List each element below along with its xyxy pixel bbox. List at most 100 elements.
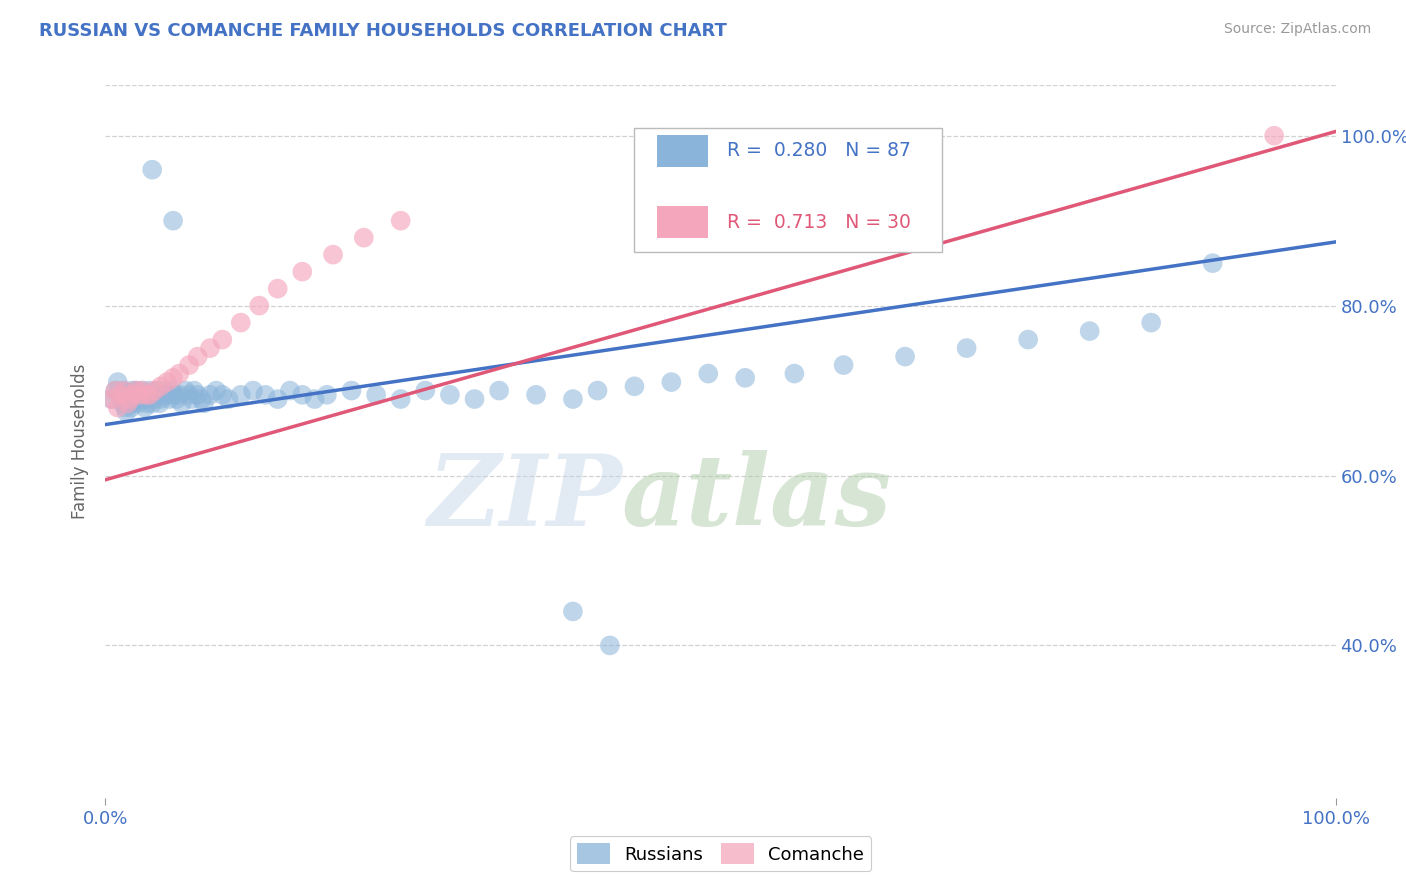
Point bbox=[159, 392, 180, 406]
Point bbox=[169, 367, 191, 381]
Point bbox=[110, 388, 132, 402]
Point bbox=[198, 341, 221, 355]
Point bbox=[138, 388, 162, 402]
Point bbox=[120, 392, 141, 406]
Point bbox=[488, 384, 510, 398]
Point bbox=[180, 392, 202, 406]
Point bbox=[121, 384, 143, 398]
Point bbox=[254, 388, 277, 402]
Point bbox=[315, 388, 337, 402]
Point bbox=[1202, 256, 1225, 270]
Text: Source: ZipAtlas.com: Source: ZipAtlas.com bbox=[1223, 22, 1371, 37]
Point bbox=[149, 392, 172, 406]
Point bbox=[115, 405, 138, 419]
Point bbox=[524, 388, 547, 402]
Point bbox=[107, 375, 129, 389]
Point bbox=[138, 384, 162, 398]
Point bbox=[697, 367, 720, 381]
Point bbox=[141, 162, 163, 177]
Point bbox=[278, 384, 301, 398]
Point bbox=[166, 392, 188, 406]
Point bbox=[894, 350, 917, 364]
Point bbox=[267, 282, 290, 296]
Point bbox=[956, 341, 979, 355]
Point bbox=[163, 388, 186, 402]
Point bbox=[143, 384, 166, 398]
Point bbox=[118, 396, 141, 410]
Point bbox=[439, 388, 461, 402]
Text: RUSSIAN VS COMANCHE FAMILY HOUSEHOLDS CORRELATION CHART: RUSSIAN VS COMANCHE FAMILY HOUSEHOLDS CO… bbox=[39, 22, 727, 40]
Legend: Russians, Comanche: Russians, Comanche bbox=[569, 836, 872, 871]
Point bbox=[117, 388, 139, 402]
Point bbox=[135, 388, 157, 402]
Point bbox=[160, 384, 183, 398]
Point bbox=[135, 388, 157, 402]
Point bbox=[121, 388, 143, 402]
Point bbox=[1017, 333, 1039, 347]
Point bbox=[120, 401, 142, 415]
Point bbox=[100, 392, 122, 406]
Point bbox=[661, 375, 683, 389]
Point bbox=[136, 396, 159, 410]
Point bbox=[1263, 128, 1285, 143]
Point bbox=[179, 358, 201, 372]
Point bbox=[187, 350, 209, 364]
Point bbox=[156, 375, 179, 389]
Y-axis label: Family Households: Family Households bbox=[72, 364, 90, 519]
Point bbox=[389, 213, 412, 227]
Point bbox=[142, 388, 165, 402]
Point bbox=[129, 388, 152, 402]
Point bbox=[150, 388, 173, 402]
Point bbox=[143, 392, 166, 406]
Point bbox=[832, 358, 855, 372]
Point bbox=[125, 384, 148, 398]
Point bbox=[783, 367, 806, 381]
Point bbox=[198, 388, 221, 402]
Point bbox=[134, 401, 156, 415]
Point bbox=[205, 384, 228, 398]
Point bbox=[229, 388, 252, 402]
Point bbox=[170, 396, 193, 410]
Point bbox=[162, 371, 184, 385]
Point bbox=[183, 384, 205, 398]
Point bbox=[122, 396, 145, 410]
Point bbox=[562, 604, 585, 618]
Point bbox=[211, 333, 233, 347]
Point bbox=[124, 388, 146, 402]
Point bbox=[138, 392, 160, 406]
Point bbox=[120, 392, 141, 406]
Point bbox=[131, 384, 153, 398]
Point bbox=[169, 388, 191, 402]
Point bbox=[148, 388, 170, 402]
Point bbox=[389, 392, 412, 406]
Point bbox=[162, 213, 184, 227]
Point bbox=[141, 396, 163, 410]
Point bbox=[734, 371, 756, 385]
Point bbox=[132, 392, 155, 406]
Point bbox=[190, 392, 212, 406]
Point bbox=[1078, 324, 1101, 338]
Point bbox=[146, 384, 169, 398]
Point bbox=[623, 379, 645, 393]
Point bbox=[117, 396, 139, 410]
Point bbox=[187, 388, 209, 402]
Point bbox=[322, 247, 344, 261]
Point bbox=[179, 388, 201, 402]
Point bbox=[242, 384, 264, 398]
Bar bbox=[657, 135, 709, 167]
Point bbox=[340, 384, 363, 398]
Point bbox=[464, 392, 486, 406]
Text: atlas: atlas bbox=[621, 450, 893, 547]
Point bbox=[218, 392, 240, 406]
Point bbox=[114, 401, 136, 415]
Point bbox=[562, 392, 585, 406]
Point bbox=[112, 384, 135, 398]
Point bbox=[586, 384, 609, 398]
Point bbox=[125, 384, 148, 398]
Point bbox=[211, 388, 233, 402]
Point bbox=[153, 384, 176, 398]
Point bbox=[129, 388, 152, 402]
Point bbox=[599, 639, 621, 653]
Text: ZIP: ZIP bbox=[427, 450, 621, 547]
Point bbox=[128, 396, 150, 410]
